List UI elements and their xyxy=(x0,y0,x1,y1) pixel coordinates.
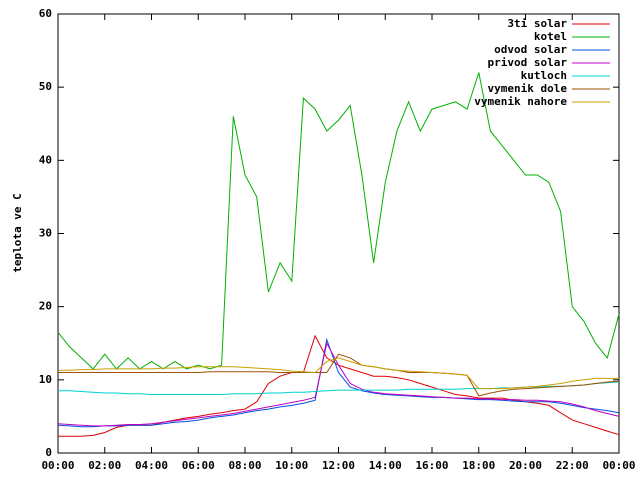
x-tick-label: 16:00 xyxy=(415,459,448,472)
y-axis-label: teplota ve C xyxy=(11,193,24,272)
legend-label: kutloch xyxy=(521,69,567,82)
y-tick-label: 10 xyxy=(39,373,52,386)
x-tick-label: 02:00 xyxy=(88,459,121,472)
x-tick-label: 20:00 xyxy=(509,459,542,472)
y-tick-label: 40 xyxy=(39,153,52,166)
y-tick-label: 50 xyxy=(39,80,52,93)
x-tick-label: 06:00 xyxy=(182,459,215,472)
y-tick-label: 20 xyxy=(39,300,52,313)
x-tick-label: 14:00 xyxy=(369,459,402,472)
y-tick-label: 0 xyxy=(45,446,52,459)
legend-label: privod solar xyxy=(488,56,568,69)
series-line xyxy=(57,72,620,370)
legend-label: vymenik dole xyxy=(488,82,568,95)
legend-label: kotel xyxy=(534,30,567,43)
y-tick-label: 60 xyxy=(39,7,52,20)
legend-label: odvod solar xyxy=(494,43,567,56)
x-tick-label: 08:00 xyxy=(228,459,261,472)
series-line xyxy=(58,357,619,390)
series-line xyxy=(57,341,620,427)
x-tick-label: 00:00 xyxy=(602,459,635,472)
x-tick-label: 04:00 xyxy=(135,459,168,472)
x-tick-label: 18:00 xyxy=(462,459,495,472)
y-tick-label: 30 xyxy=(39,227,52,240)
x-tick-label: 00:00 xyxy=(41,459,74,472)
legend-label: 3ti solar xyxy=(507,17,567,30)
x-tick-label: 22:00 xyxy=(556,459,589,472)
legend-label: vymenik nahore xyxy=(474,95,567,108)
series-line xyxy=(58,353,620,397)
series-line xyxy=(57,337,620,428)
x-tick-label: 12:00 xyxy=(322,459,355,472)
x-tick-label: 10:00 xyxy=(275,459,308,472)
